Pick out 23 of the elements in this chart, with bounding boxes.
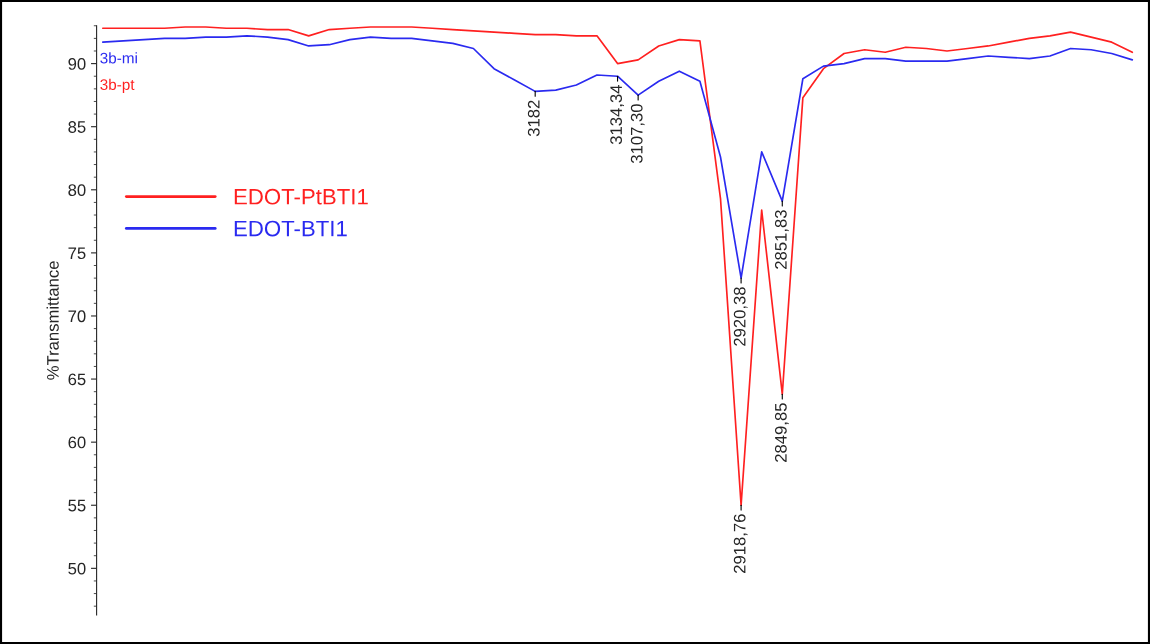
y-tick-label: 75 xyxy=(68,247,86,260)
annotation: 2918,76 xyxy=(733,514,748,573)
y-tick-label: 85 xyxy=(68,121,86,133)
annotation: 3b-pt xyxy=(100,78,135,94)
y-tick-label: 80 xyxy=(68,184,86,196)
legend-label: EDOT-PtBTI1 xyxy=(234,188,368,205)
line-series xyxy=(101,26,1134,507)
annotation: 3b-mi xyxy=(100,52,137,64)
annotation: 3182 xyxy=(527,100,540,137)
y-tick-label: 60 xyxy=(68,436,86,449)
annotation: 3134,34 xyxy=(610,85,624,145)
y-tick-label: 70 xyxy=(68,310,86,323)
annotation: 2849,85 xyxy=(774,403,789,462)
y-axis-title: %Transmittance xyxy=(46,261,59,380)
line-series xyxy=(101,35,1134,279)
legend-label: EDOT-BTI1 xyxy=(234,220,347,237)
annotation: 2851,83 xyxy=(774,210,789,269)
y-tick-label: 55 xyxy=(68,499,86,512)
y-tick-label: 50 xyxy=(68,562,86,575)
annotation: 2920,38 xyxy=(733,287,748,346)
y-tick-label: 90 xyxy=(68,58,86,70)
annotation: 3107,30 xyxy=(630,104,645,164)
y-tick-label: 65 xyxy=(68,373,86,386)
